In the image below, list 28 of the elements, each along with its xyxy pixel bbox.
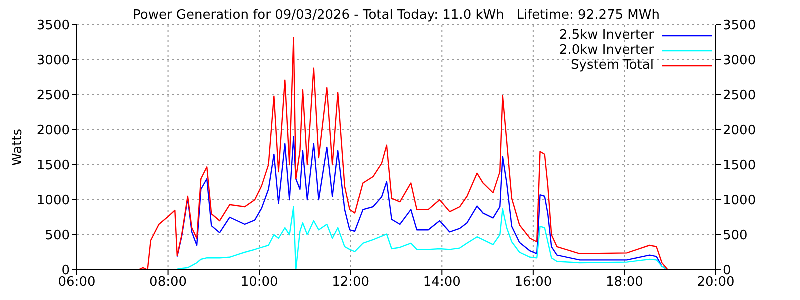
x-tick-label: 18:00 [606,275,644,290]
chart-title: Power Generation for 09/03/2026 - Total Today: 11.0 kWh Lifetime: 92.275 MWh [132,8,661,23]
y2-tick-label: 3500 [723,18,756,34]
legend-label: System Total [571,58,654,73]
y2-tick-label: 1000 [723,194,756,209]
y-tick-label: 1500 [36,158,70,174]
x-tick-label: 14:00 [423,275,461,290]
y-tick-label: 2000 [36,124,70,139]
x-tick-label: 10:00 [240,275,278,290]
y2-tick-label: 2000 [723,124,756,139]
x-tick-label: 08:00 [150,275,188,290]
y2-tick-label: 1500 [723,158,756,174]
y-tick-label: 3000 [36,54,70,69]
x-tick-label: 12:00 [332,275,370,290]
y-tick-label: 2500 [36,88,70,104]
legend-label: 2.5kw Inverter [559,28,654,43]
y-tick-label: 3500 [36,18,70,34]
x-tick-label: 16:00 [514,275,552,290]
y2-tick-label: 500 [723,228,748,244]
y2-tick-label: 2500 [723,88,756,104]
x-tick-label: 20:00 [697,275,735,290]
y2-tick-label: 3000 [723,54,756,69]
y-axis-title: Watts [10,128,26,166]
legend-label: 2.0kw Inverter [559,43,654,58]
x-tick-label: 06:00 [58,275,96,290]
y-tick-label: 1000 [36,194,70,209]
line-series [176,206,669,270]
y-tick-label: 500 [45,228,70,244]
